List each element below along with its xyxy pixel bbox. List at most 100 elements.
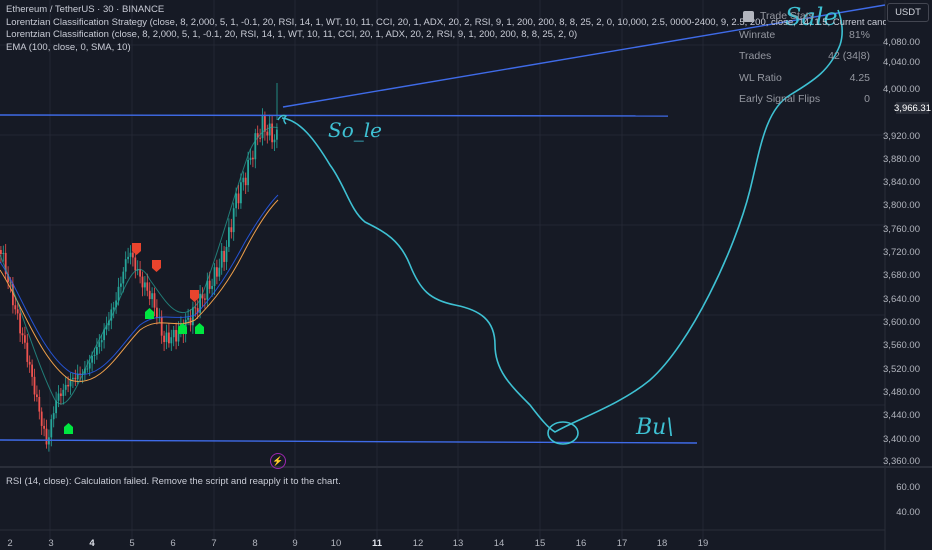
chart-legend[interactable]: Ethereum / TetherUS · 30 · BINANCE Loren… [6, 4, 886, 54]
rsi-legend[interactable]: RSI (14, close): Calculation failed. Rem… [6, 476, 341, 487]
candle-body [38, 396, 41, 412]
candle-body [7, 274, 9, 282]
candle-body [117, 286, 120, 301]
candle-body [199, 293, 201, 313]
resistance-line [0, 114, 669, 117]
candle-body [132, 252, 134, 258]
candle-body [216, 267, 218, 277]
checkbox-icon[interactable] [743, 10, 754, 22]
candle-body [88, 362, 91, 369]
candle-body [57, 393, 60, 401]
candle-body [96, 347, 98, 355]
buy-marker [145, 308, 154, 319]
candle-body [69, 379, 72, 387]
candle-body [50, 419, 53, 438]
sell-markers [132, 243, 199, 302]
candle-body [40, 411, 43, 426]
price-axis-label: 4,000.00 [883, 84, 920, 95]
strategy-legend[interactable]: Lorentzian Classification Strategy (clos… [6, 16, 886, 28]
price-axis-label: 3,920.00 [883, 131, 920, 142]
candle-body [223, 250, 225, 262]
time-axis-label: 17 [616, 538, 628, 549]
candle-body [151, 293, 153, 300]
ema-legend[interactable]: EMA (100, close, 0, SMA, 10) [6, 41, 131, 53]
candle-body [24, 335, 26, 343]
candle-body [16, 309, 19, 314]
candle-body [55, 400, 57, 414]
candle-body [204, 298, 206, 300]
price-axis-label: 3,600.00 [883, 317, 920, 328]
candle-body [165, 332, 168, 343]
candle-body [264, 116, 266, 132]
time-axis-label: 8 [252, 538, 258, 549]
candle-body [105, 325, 108, 330]
time-axis-label: 16 [575, 538, 587, 549]
candle-body [4, 252, 7, 275]
candle-body [122, 271, 125, 284]
trade-stats-header: Trade Stats [735, 8, 870, 24]
candle-body [177, 330, 180, 342]
time-axis-label: 9 [292, 538, 298, 549]
candle-body [74, 377, 77, 380]
candle-body [201, 293, 204, 299]
candle-body [148, 290, 151, 300]
candle-body [33, 376, 36, 395]
candle-body [43, 425, 45, 429]
candle-body [261, 116, 264, 139]
grid [0, 0, 885, 540]
price-axis-label: 3,680.00 [883, 270, 920, 281]
price-axis-label: 4,040.00 [883, 57, 920, 68]
time-axis-label: 19 [697, 538, 709, 549]
candle-body [91, 355, 93, 363]
candle-body [115, 300, 117, 308]
candle-body [192, 307, 194, 326]
price-axis-label: 3,440.00 [883, 410, 920, 421]
indicator-legend[interactable]: Lorentzian Classification (close, 8, 2,0… [6, 29, 578, 40]
candle-body [52, 413, 55, 420]
price-axis-label: 3,760.00 [883, 224, 920, 235]
candle-body [120, 283, 122, 287]
candle-body [256, 133, 259, 138]
price-axis-label: 3,800.00 [883, 200, 920, 211]
sell-handwriting: So_le [328, 118, 382, 142]
candle-body [144, 282, 146, 288]
stats-row-wl-ratio: WL Ratio 4.25 [735, 67, 870, 89]
stats-row-winrate: Winrate 81% [735, 24, 870, 46]
time-axis-label: 13 [452, 538, 464, 549]
candle-body [103, 329, 105, 341]
candle-body [271, 123, 273, 143]
candle-body [108, 320, 110, 326]
candle-body [259, 137, 261, 139]
candle-body [62, 389, 65, 396]
rsi-axis-label: 40.00 [896, 507, 920, 518]
candle-body [218, 267, 221, 277]
fast-line-green [0, 126, 279, 405]
flash-icon[interactable]: ⚡ [270, 453, 286, 469]
time-axis-label: 2 [7, 538, 13, 549]
stats-row-trades: Trades 42 (34|8) [735, 46, 870, 68]
stats-label: Trades [739, 50, 772, 63]
candle-body [93, 354, 96, 356]
time-axis-label: 7 [211, 538, 217, 549]
candle-body [254, 133, 257, 160]
currency-button[interactable]: USDT [887, 3, 929, 22]
time-axis-label: 12 [412, 538, 424, 549]
candle-body [127, 256, 129, 260]
candle-body [72, 377, 74, 380]
candle-body [134, 257, 137, 271]
price-axis-label: 3,360.00 [883, 456, 920, 467]
candle-body [187, 317, 189, 320]
candle-body [220, 250, 223, 268]
candle-body [112, 307, 115, 310]
buy-marker [178, 323, 187, 334]
support-line [0, 439, 698, 444]
stats-value: 4.25 [849, 71, 870, 84]
price-axis-label: 3,840.00 [883, 177, 920, 188]
candle-body [228, 227, 230, 247]
stats-label: Early Signal Flips [739, 93, 821, 106]
candle-body [129, 252, 132, 257]
price-axis-label: 3,640.00 [883, 294, 920, 305]
candle-body [156, 307, 158, 319]
symbol-title[interactable]: Ethereum / TetherUS · 30 · BINANCE [6, 4, 165, 15]
